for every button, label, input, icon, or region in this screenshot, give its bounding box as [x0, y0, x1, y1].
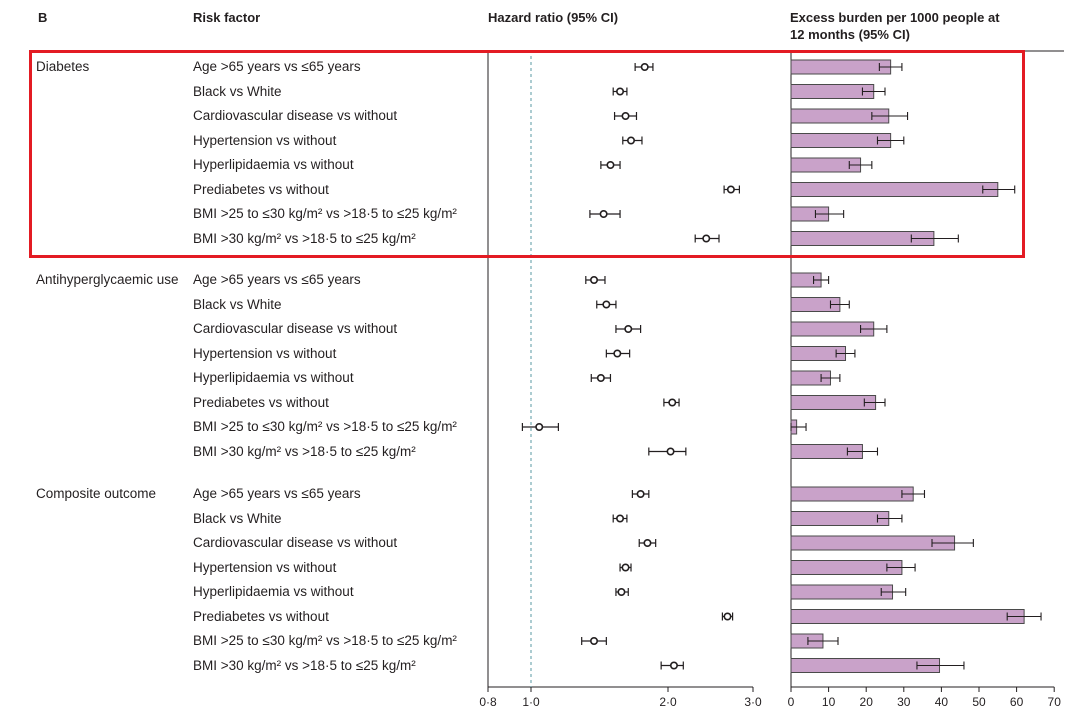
risk-factor-label: Prediabetes vs without: [193, 181, 329, 197]
hr-point: [590, 636, 599, 645]
hr-point: [606, 161, 615, 170]
burden-bar: [790, 609, 1025, 624]
risk-factor-label: Age >65 years vs ≤65 years: [193, 272, 361, 287]
hr-point: [723, 612, 732, 621]
diabetes-highlight-box: [29, 50, 1025, 258]
risk-factor-label: Cardiovascular disease vs without: [193, 108, 398, 123]
risk-factor-label: BMI >25 to ≤30 kg/m² vs >18·5 to ≤25 kg/…: [193, 419, 457, 434]
excess-burden-header: Excess burden per 1000 people at 12 mont…: [790, 9, 1000, 43]
risk-factor-label: Hyperlipidaemia vs without: [193, 157, 354, 172]
risk-factor-label: Age >65 years vs ≤65 years: [193, 486, 361, 501]
hr-point: [624, 324, 633, 333]
burden-bar: [790, 560, 903, 575]
bar-tick-label: 40: [935, 695, 949, 709]
risk-factor-label: BMI >30 kg/m² vs >18·5 to ≤25 kg/m²: [193, 657, 416, 673]
hr-point: [613, 349, 622, 358]
burden-bar: [790, 395, 877, 410]
risk-factor-label: Cardiovascular disease vs without: [193, 535, 398, 550]
hr-point: [627, 136, 636, 145]
risk-factor-label: Hypertension vs without: [193, 132, 337, 148]
risk-factor-label: BMI >30 kg/m² vs >18·5 to ≤25 kg/m²: [193, 443, 416, 459]
burden-bar: [790, 584, 894, 600]
burden-bar: [790, 486, 914, 502]
hr-point: [596, 373, 605, 382]
risk-factor-label: Black vs White: [193, 510, 282, 526]
hr-point: [602, 300, 611, 309]
group-label: Antihyperglycaemic use: [36, 272, 179, 287]
group-label: Composite outcome: [36, 486, 157, 501]
hr-point: [702, 234, 711, 243]
hr-point: [636, 489, 645, 498]
hr-point: [617, 587, 626, 596]
burden-bar: [790, 535, 956, 551]
forest-tick-label: 2·0: [659, 695, 677, 709]
hr-point: [726, 185, 735, 194]
panel-letter: B: [38, 10, 48, 25]
excess-burden-header-line2: 12 months (95% CI): [790, 27, 910, 42]
risk-factor-label: Prediabetes vs without: [193, 394, 329, 410]
excess-burden-header-line1: Excess burden per 1000 people at: [790, 10, 1000, 25]
risk-factor-label: BMI >25 to ≤30 kg/m² vs >18·5 to ≤25 kg/…: [193, 633, 457, 648]
hr-point: [668, 398, 677, 407]
burden-bar: [790, 511, 890, 526]
hr-point: [666, 447, 675, 456]
risk-factor-label: Age >65 years vs ≤65 years: [193, 59, 361, 74]
hr-point: [669, 661, 678, 670]
group-label: Diabetes: [36, 59, 90, 74]
bar-tick-label: 60: [1010, 695, 1024, 709]
hr-point: [616, 87, 625, 96]
hazard-ratio-header: Hazard ratio (95% CI): [488, 10, 619, 25]
risk-factor-header: Risk factor: [193, 10, 261, 25]
risk-factor-label: Cardiovascular disease vs without: [193, 321, 398, 336]
forest-tick-label: 0·8: [479, 695, 497, 709]
hr-point: [621, 563, 630, 572]
risk-factor-label: Black vs White: [193, 83, 282, 99]
forest-tick-label: 1·0: [522, 695, 540, 709]
hr-point: [621, 112, 630, 121]
hr-point: [535, 422, 544, 431]
risk-factor-label: Hypertension vs without: [193, 345, 337, 361]
bar-tick-label: 30: [897, 695, 911, 709]
forest-tick-label: 3·0: [744, 695, 762, 709]
hr-point: [640, 62, 649, 71]
risk-factor-label: BMI >30 kg/m² vs >18·5 to ≤25 kg/m²: [193, 230, 416, 246]
bar-tick-label: 0: [788, 695, 795, 709]
risk-factor-label: Hyperlipidaemia vs without: [193, 584, 354, 599]
risk-factor-label: Prediabetes vs without: [193, 608, 329, 624]
hr-point: [590, 275, 599, 284]
risk-factor-label: BMI >25 to ≤30 kg/m² vs >18·5 to ≤25 kg/…: [193, 206, 457, 221]
hr-point: [599, 210, 608, 219]
bar-tick-label: 50: [972, 695, 986, 709]
risk-factor-label: Black vs White: [193, 296, 282, 312]
risk-factor-label: Hyperlipidaemia vs without: [193, 370, 354, 385]
bar-tick-label: 20: [860, 695, 874, 709]
hr-point: [643, 538, 652, 547]
bar-tick-label: 70: [1048, 695, 1062, 709]
bar-tick-label: 10: [822, 695, 836, 709]
hr-point: [616, 514, 625, 523]
risk-factor-label: Hypertension vs without: [193, 559, 337, 575]
